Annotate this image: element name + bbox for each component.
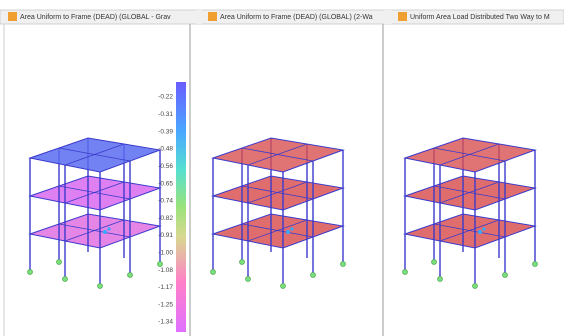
legend-label: -0.74 (158, 198, 173, 205)
tab[interactable]: Uniform Area Load Distributed Two Way to… (398, 12, 550, 21)
legend-bar (176, 82, 186, 332)
legend-label: -1.00 (158, 249, 173, 256)
legend-label: -1.34 (158, 319, 173, 326)
legend-label: -1.08 (158, 267, 173, 274)
model-view[interactable] (211, 138, 346, 289)
tab-icon (208, 12, 217, 21)
tab-title[interactable]: Uniform Area Load Distributed Two Way to… (410, 14, 550, 21)
legend-label: -0.56 (158, 163, 173, 170)
top-strip (0, 0, 564, 10)
legend-label: -0.31 (158, 111, 173, 118)
legend-label: -0.65 (158, 180, 173, 187)
legend-label: -0.39 (158, 128, 173, 135)
legend-label: -1.25 (158, 301, 173, 308)
tab-icon (398, 12, 407, 21)
legend-label: -0.91 (158, 232, 173, 239)
legend-label: -0.82 (158, 215, 173, 222)
tab-icon (8, 12, 17, 21)
legend-label: -0.48 (158, 146, 173, 153)
tab[interactable]: Area Uniform to Frame (DEAD) (GLOBAL - G… (8, 12, 171, 21)
tab[interactable]: Area Uniform to Frame (DEAD) (GLOBAL) (2… (208, 12, 373, 21)
legend-label: -0.22 (158, 94, 173, 101)
screen: Area Uniform to Frame (DEAD) (GLOBAL - G… (0, 0, 564, 336)
legend-label: -1.17 (158, 284, 173, 291)
tab-separator (196, 10, 202, 24)
model-view[interactable] (28, 138, 163, 289)
tab-title[interactable]: Area Uniform to Frame (DEAD) (GLOBAL) (2… (220, 14, 373, 21)
model-view[interactable] (403, 138, 538, 289)
tab-title[interactable]: Area Uniform to Frame (DEAD) (GLOBAL - G… (20, 14, 171, 21)
tab-separator (384, 10, 392, 24)
